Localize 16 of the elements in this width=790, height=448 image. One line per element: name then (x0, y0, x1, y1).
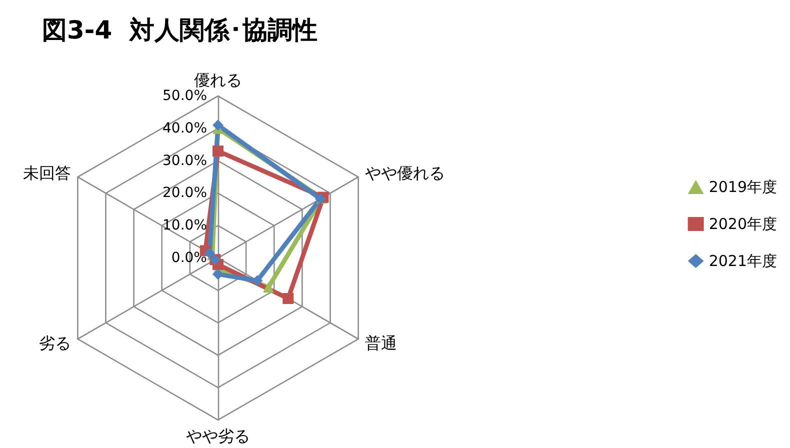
spoke-label: やや優れる (365, 164, 446, 182)
spoke-label: 未回答 (22, 164, 71, 182)
y-tick-label: 0.0% (171, 250, 207, 266)
y-tick-label: 50.0% (162, 88, 207, 104)
y-tick-label: 40.0% (162, 120, 207, 136)
y-tick-label: 10.0% (162, 218, 207, 234)
y-tick-label: 30.0% (162, 152, 207, 169)
spoke-label: 普通 (365, 334, 398, 352)
legend-label: 2020年度 (708, 215, 778, 233)
y-tick-label: 20.0% (162, 185, 207, 202)
legend-label: 2019年度 (708, 178, 778, 196)
spoke-label: やや劣る (186, 426, 250, 446)
spoke-label: 劣る (38, 334, 71, 352)
spoke-label: 優れる (194, 70, 242, 90)
chart-title: 図3-4 対人関係･協調性 (42, 16, 318, 44)
legend-label: 2021年度 (708, 252, 778, 270)
